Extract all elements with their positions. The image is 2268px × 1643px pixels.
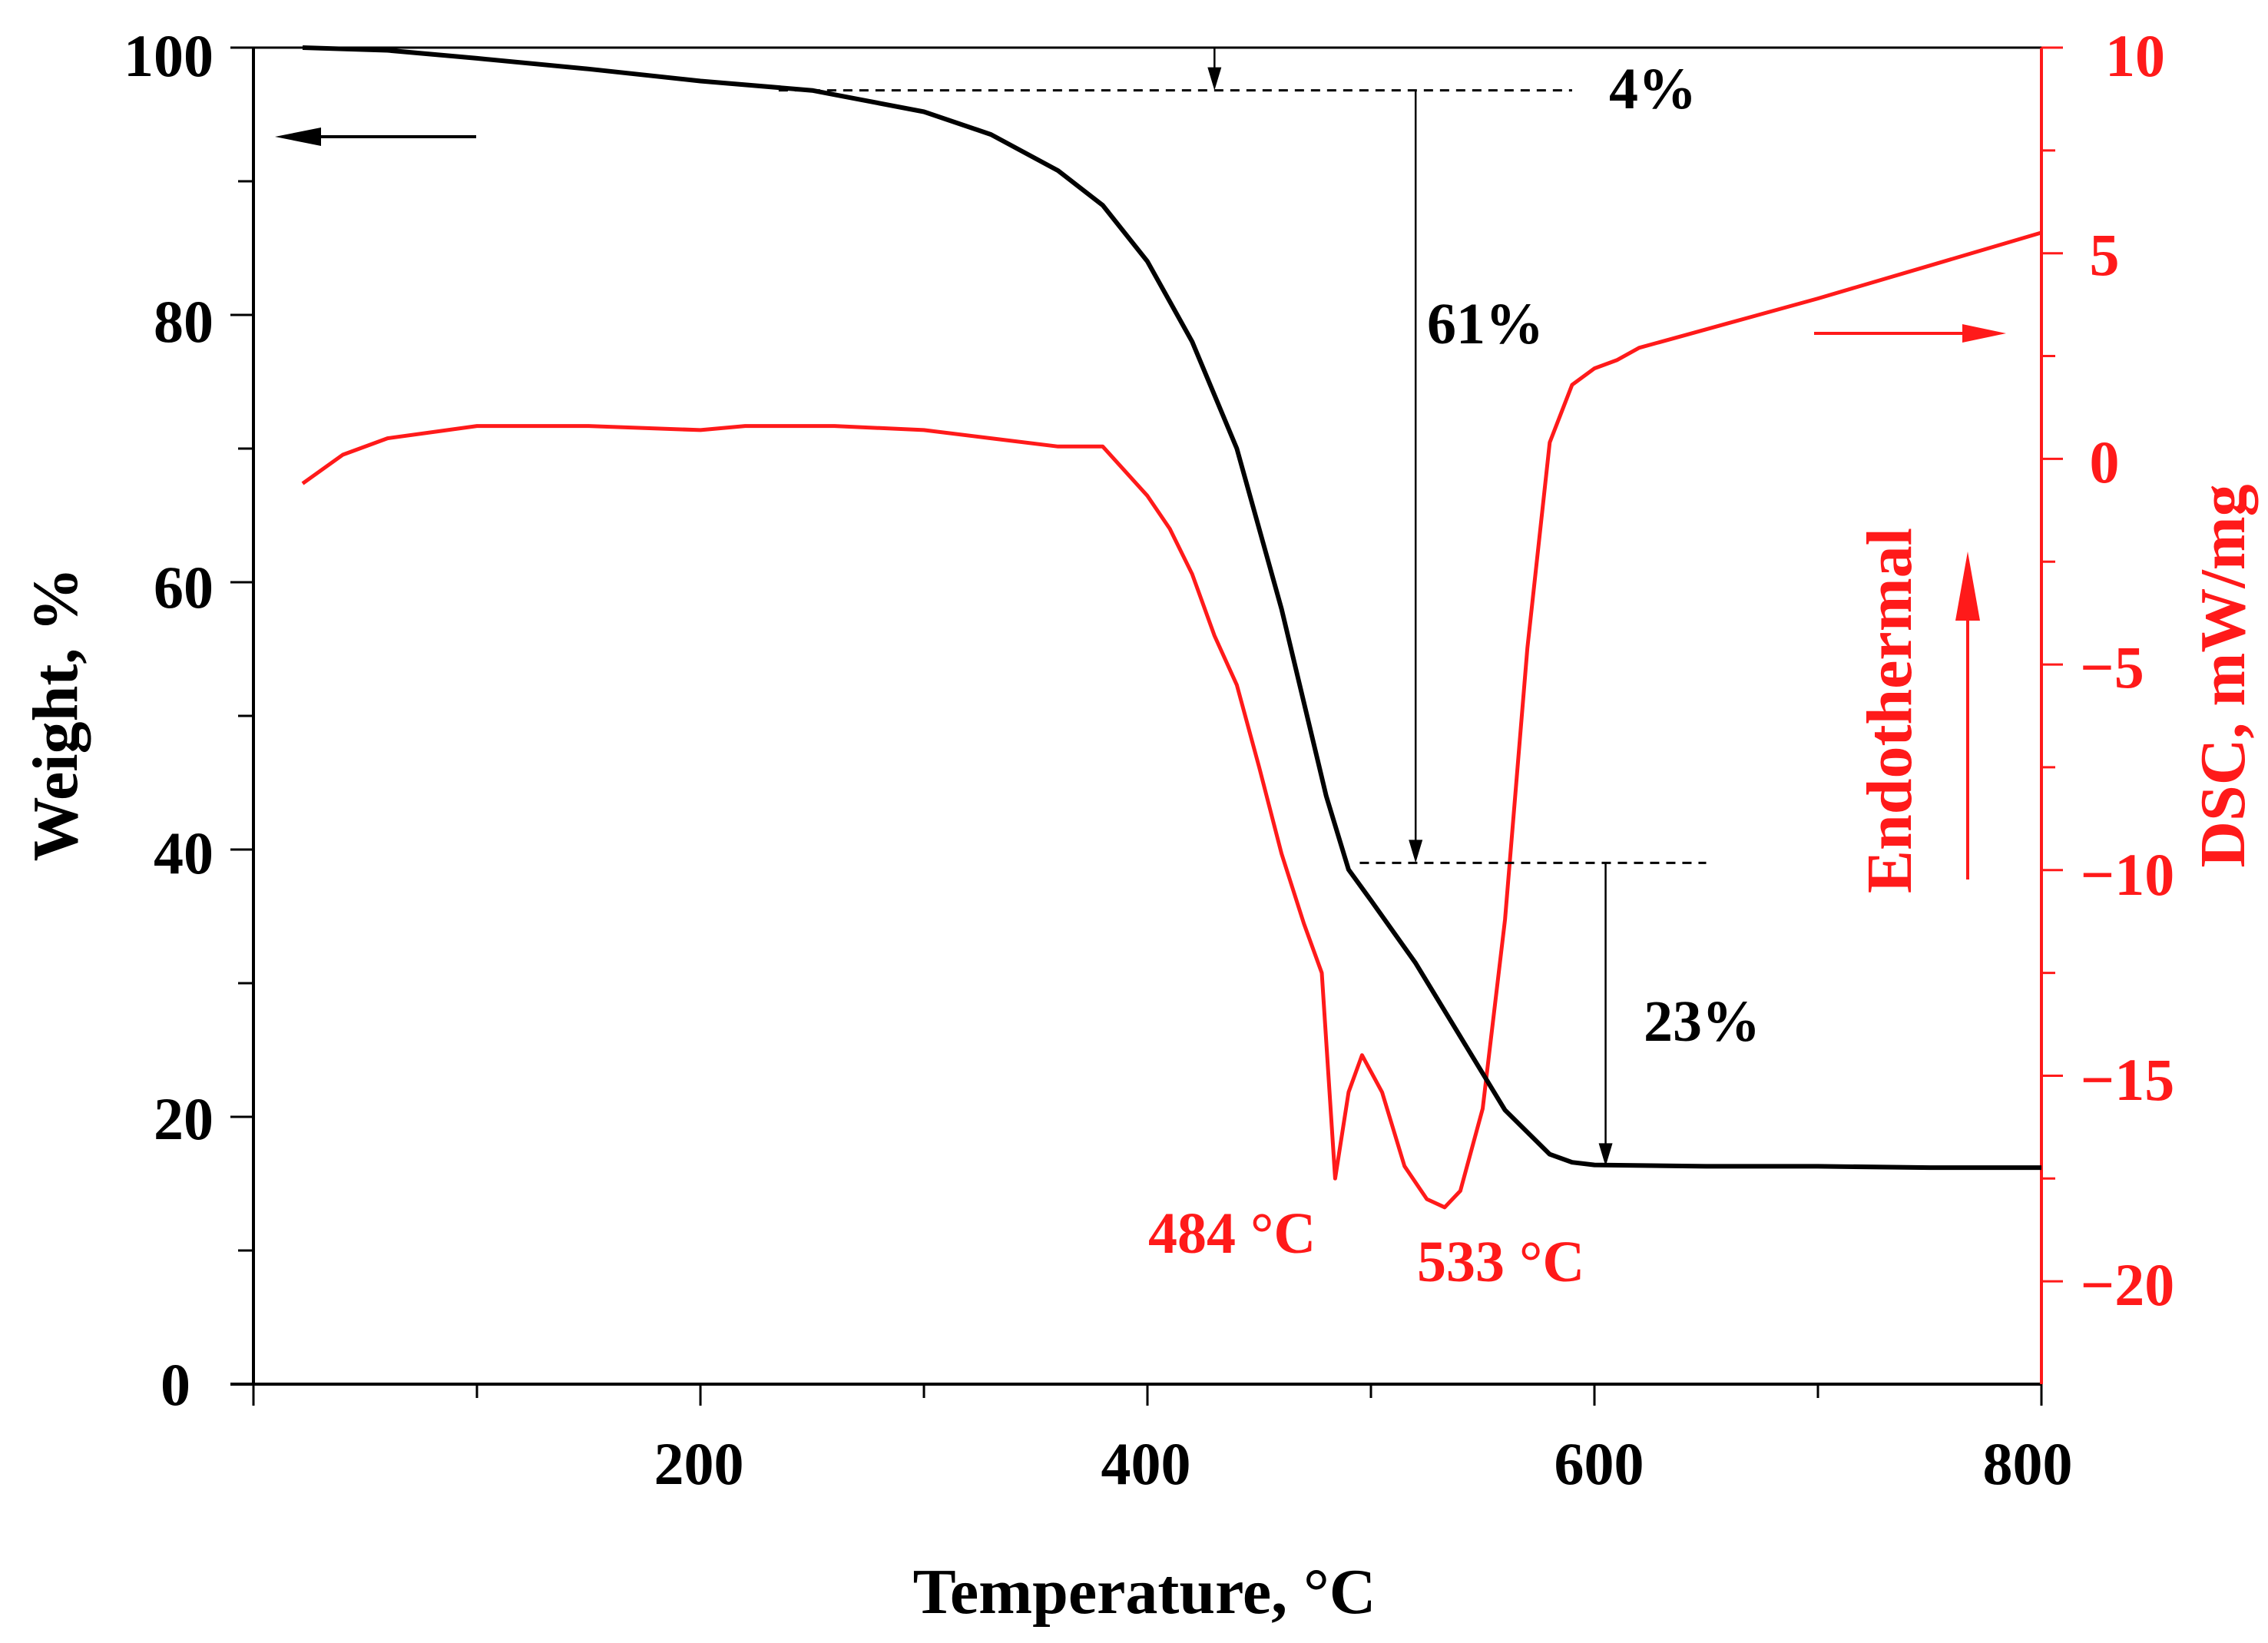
right-axis-arrow-icon: [1814, 324, 2006, 343]
y-right-tick-label: −10: [2081, 841, 2174, 908]
bottom-tick-marks: [252, 1384, 2043, 1406]
arrow-head-icon: [1409, 840, 1423, 863]
annotation-4pct: 4%: [1609, 57, 1697, 121]
y-right-tick-label: 0: [2090, 429, 2120, 495]
x-tick-label: 600: [1554, 1430, 1644, 1497]
y-left-tick-label: 80: [154, 288, 214, 355]
y-left-tick-label: 0: [161, 1351, 190, 1418]
y-left-tick-label: 20: [154, 1085, 214, 1152]
right-tick-labels: 10 5 0 −5 −10 −15 −20: [2080, 22, 2174, 1318]
left-axis-arrow-icon: [275, 128, 476, 146]
x-axis-title: Temperature, °C: [913, 1556, 1376, 1628]
bottom-tick-labels: 200 400 600 800: [654, 1430, 2073, 1497]
y-left-axis-title: Weight, %: [20, 568, 91, 862]
annotation-23pct: 23%: [1644, 989, 1760, 1054]
y-left-tick-label: 100: [124, 22, 214, 89]
x-tick-label: 200: [654, 1430, 744, 1497]
peak-label-533: 533 °C: [1417, 1230, 1584, 1294]
y-right-tick-label: −15: [2081, 1046, 2174, 1113]
y-right-tick-label: 10: [2105, 22, 2165, 89]
y-left-tick-label: 60: [154, 554, 214, 621]
arrow-head-icon: [1598, 1143, 1613, 1167]
annotation-guides: [778, 46, 1707, 1167]
annotation-61pct: 61%: [1427, 292, 1544, 356]
endothermal-label: Endothermal: [1854, 528, 1925, 893]
y-right-tick-label: −20: [2081, 1251, 2174, 1318]
y-left-tick-label: 40: [154, 820, 214, 886]
x-tick-label: 400: [1101, 1430, 1191, 1497]
y-right-tick-label: −5: [2080, 634, 2144, 701]
left-tick-labels: 0 20 40 60 80 100: [124, 22, 214, 1418]
y-right-axis-title: DSC, mW/mg: [2187, 484, 2259, 867]
endothermal-arrow-icon: [1955, 552, 1980, 879]
left-tick-marks: [230, 46, 253, 1386]
tg-series-line: [302, 45, 2041, 1171]
peak-label-484: 484 °C: [1148, 1201, 1316, 1266]
arrow-head-icon: [1207, 67, 1222, 91]
dsc-series-line: [301, 230, 2042, 1210]
x-tick-label: 800: [1983, 1430, 2073, 1497]
right-tick-marks: [2041, 46, 2063, 1283]
y-right-tick-label: 5: [2090, 221, 2120, 288]
